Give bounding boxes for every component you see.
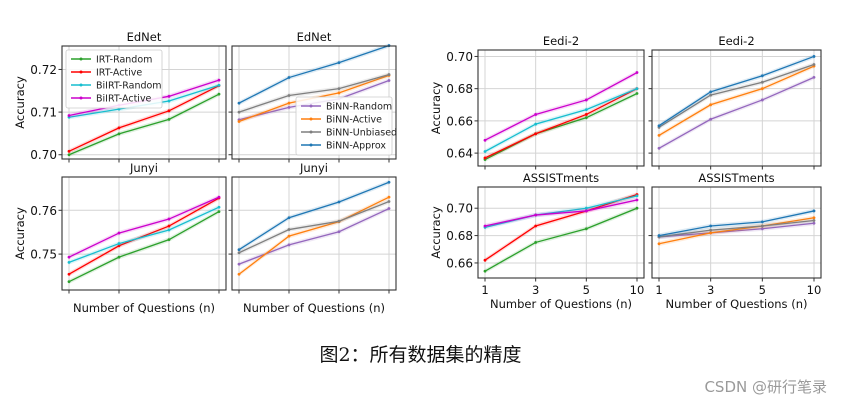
series-line bbox=[68, 93, 220, 156]
series-line bbox=[658, 219, 815, 238]
svg-text:0.70: 0.70 bbox=[446, 202, 473, 216]
chart-panel-ednet: EdNet BiNN-Random BiNN-Active BiNN-Unbiased… bbox=[228, 30, 397, 163]
legend-entry: IRT-Active bbox=[96, 68, 142, 79]
legend: BiNN-Random BiNN-Active BiNN-Unbiased BiNN-… bbox=[295, 96, 397, 156]
y-axis-label: Accuracy bbox=[13, 207, 27, 260]
series-line bbox=[658, 76, 815, 149]
series-line bbox=[68, 85, 220, 152]
series-line bbox=[238, 44, 390, 104]
chart-panel-assistments: 1 3 5 10 ASSISTments Number of Questions (n) bbox=[648, 171, 822, 311]
svg-text:0.71: 0.71 bbox=[30, 106, 57, 120]
series-line bbox=[658, 217, 815, 245]
series-line bbox=[484, 88, 638, 159]
chart-panel-assistments: 1 3 5 10 0.66 0.68 0.70 ASSISTments Accuracy Numb… bbox=[429, 171, 645, 311]
series-line bbox=[238, 196, 390, 275]
svg-text:1: 1 bbox=[655, 283, 662, 297]
legend-entry: BiNN-Approx bbox=[326, 141, 386, 152]
series-line bbox=[658, 210, 815, 237]
chart-panel-eedi-2: Eedi-2 bbox=[648, 34, 822, 170]
x-axis-label: Number of Questions (n) bbox=[73, 301, 215, 315]
series-line bbox=[658, 65, 815, 136]
panel-title: ASSISTments bbox=[523, 171, 599, 185]
series-line bbox=[238, 73, 390, 113]
svg-text:0.72: 0.72 bbox=[30, 63, 57, 77]
panel-title: Eedi-2 bbox=[718, 34, 754, 48]
series-line bbox=[68, 197, 220, 275]
svg-text:1: 1 bbox=[481, 283, 488, 297]
svg-text:0.76: 0.76 bbox=[30, 204, 57, 218]
series-line bbox=[484, 199, 638, 227]
series-line bbox=[68, 211, 220, 283]
series-line bbox=[484, 71, 638, 141]
series-line bbox=[658, 63, 815, 128]
panel-title: EdNet bbox=[297, 30, 332, 44]
legend: IRT-Random IRT-Active BiIRT-Random BiIRT-Ac… bbox=[65, 49, 163, 109]
svg-text:3: 3 bbox=[532, 283, 539, 297]
svg-text:0.75: 0.75 bbox=[30, 248, 57, 262]
y-axis-label: Accuracy bbox=[429, 82, 443, 135]
series-line bbox=[238, 200, 390, 254]
legend-entry: BiNN-Active bbox=[326, 115, 382, 126]
chart-panel-ednet: 0.70 0.71 0.72 EdNet Accuracy IRT-Random IRT-A… bbox=[13, 30, 227, 163]
chart-panel-junyi: Junyi Number of Questions (n) bbox=[228, 161, 397, 315]
series-line bbox=[658, 55, 815, 127]
chart-panel-junyi: 0.75 0.76 Junyi Accuracy Number of Questions… bbox=[13, 161, 227, 315]
svg-text:5: 5 bbox=[759, 283, 766, 297]
svg-text:0.68: 0.68 bbox=[446, 229, 473, 243]
x-axis-label: Number of Questions (n) bbox=[243, 301, 385, 315]
series-line bbox=[484, 92, 638, 161]
chart-panel-eedi-2: 0.64 0.66 0.68 0.70 Eedi-2 Accuracy bbox=[429, 34, 645, 170]
svg-text:0.70: 0.70 bbox=[446, 50, 473, 64]
legend-entry: BiNN-Random bbox=[326, 102, 392, 113]
svg-text:10: 10 bbox=[630, 283, 645, 297]
panel-title: Junyi bbox=[129, 161, 158, 175]
panel-title: EdNet bbox=[127, 30, 162, 44]
series-line bbox=[68, 206, 220, 264]
series-line bbox=[484, 195, 638, 229]
accuracy-figure: 0.70 0.71 0.72 EdNet Accuracy IRT-Random IRT-A… bbox=[13, 30, 822, 315]
x-axis-label: Number of Questions (n) bbox=[666, 297, 808, 311]
watermark: CSDN @研行笔录 bbox=[704, 378, 827, 396]
series-line bbox=[68, 196, 220, 258]
svg-text:0.68: 0.68 bbox=[446, 82, 473, 96]
series-line bbox=[484, 207, 638, 272]
svg-text:10: 10 bbox=[807, 283, 822, 297]
svg-text:0.70: 0.70 bbox=[30, 148, 57, 162]
x-axis-label: Number of Questions (n) bbox=[490, 297, 632, 311]
legend-entry: BiNN-Unbiased bbox=[326, 128, 397, 139]
legend-entry: BiIRT-Random bbox=[96, 81, 162, 92]
series-line bbox=[658, 222, 815, 238]
series-line bbox=[484, 88, 638, 153]
series-line bbox=[238, 181, 390, 251]
svg-text:0.66: 0.66 bbox=[446, 114, 473, 128]
svg-text:3: 3 bbox=[707, 283, 714, 297]
panel-title: ASSISTments bbox=[698, 171, 774, 185]
series-line bbox=[484, 193, 638, 261]
legend-entry: IRT-Random bbox=[96, 55, 152, 66]
svg-text:0.64: 0.64 bbox=[446, 147, 473, 161]
legend-entry: BiIRT-Active bbox=[96, 94, 152, 105]
figure-caption: 图2：所有数据集的精度 bbox=[319, 344, 522, 366]
panel-title: Junyi bbox=[299, 161, 328, 175]
panel-title: Eedi-2 bbox=[543, 34, 579, 48]
svg-text:0.66: 0.66 bbox=[446, 256, 473, 270]
y-axis-label: Accuracy bbox=[13, 76, 27, 129]
y-axis-label: Accuracy bbox=[429, 206, 443, 259]
svg-text:5: 5 bbox=[583, 283, 590, 297]
